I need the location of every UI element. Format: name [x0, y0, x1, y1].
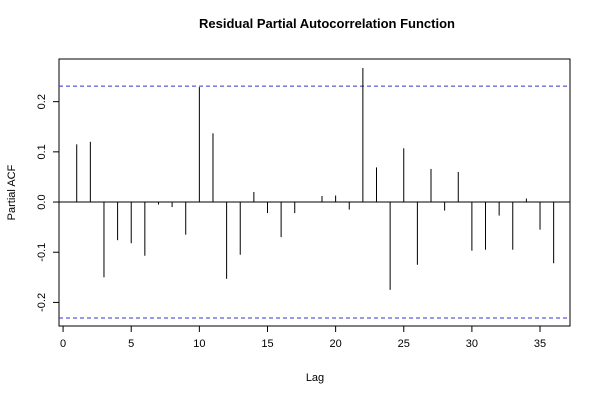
x-tick-label: 0: [60, 338, 66, 350]
x-tick-label: 15: [261, 338, 273, 350]
x-tick-label: 10: [193, 338, 205, 350]
y-axis-label: Partial ACF: [6, 164, 18, 220]
x-axis-label: Lag: [306, 372, 324, 384]
x-tick-label: 25: [398, 338, 410, 350]
y-tick-label: 0.0: [36, 194, 48, 209]
x-tick-label: 35: [534, 338, 546, 350]
x-tick-label: 5: [128, 338, 134, 350]
y-tick-label: 0.1: [36, 144, 48, 159]
y-axis: -0.2 -0.1 0.0 0.1 0.2: [36, 94, 59, 312]
x-tick-label: 20: [329, 338, 341, 350]
y-tick-label: -0.1: [36, 243, 48, 262]
confidence-bounds: [59, 85, 570, 319]
chart-title: Residual Partial Autocorrelation Functio…: [199, 16, 455, 31]
plot-frame: [58, 58, 571, 327]
x-tick-label: 30: [466, 338, 478, 350]
y-tick-label: -0.2: [36, 293, 48, 312]
pacf-bars: [76, 68, 555, 290]
y-tick-label: 0.2: [36, 94, 48, 109]
x-axis: 0 5 10 15 20 25 30 35: [60, 326, 546, 350]
